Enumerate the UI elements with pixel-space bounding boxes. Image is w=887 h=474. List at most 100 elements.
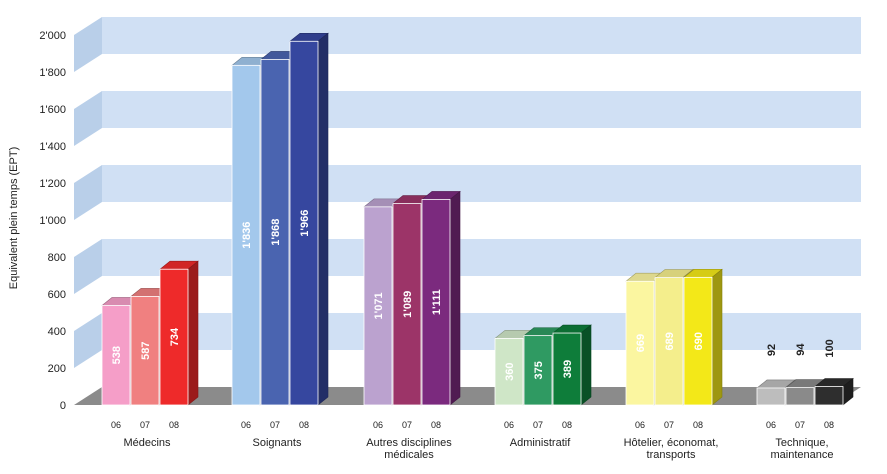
y-tick-label: 1'000 bbox=[39, 215, 66, 227]
bar-value-label: 375 bbox=[533, 361, 545, 379]
x-year-label: 06 bbox=[111, 420, 121, 430]
bar-groups: 538 587 734 1'836 1'868 1'966 1'071 1'089 1'111 3… bbox=[101, 32, 854, 406]
bar-value-label: 689 bbox=[664, 332, 676, 350]
x-year-label: 06 bbox=[766, 420, 776, 430]
grid-band bbox=[102, 165, 861, 202]
y-tick-label: 200 bbox=[48, 363, 66, 375]
bar: 1'966 bbox=[289, 32, 329, 406]
bar-value-label: 1'089 bbox=[402, 291, 414, 318]
x-group-label: Technique, bbox=[775, 437, 828, 449]
bar-value-label: 92 bbox=[766, 344, 778, 356]
bar-group: 1'836 1'868 1'966 bbox=[231, 32, 329, 406]
x-group-label: Administratif bbox=[510, 437, 571, 449]
x-year-label: 08 bbox=[169, 420, 179, 430]
x-year-label: 07 bbox=[270, 420, 280, 430]
x-group-label: Soignants bbox=[253, 437, 302, 449]
bar-value-label: 1'966 bbox=[299, 210, 311, 237]
x-year-label: 06 bbox=[373, 420, 383, 430]
x-year-label: 07 bbox=[140, 420, 150, 430]
y-tick-label: 600 bbox=[48, 289, 66, 301]
bar-value-label: 94 bbox=[795, 343, 807, 356]
grid-band bbox=[102, 313, 861, 350]
x-group-label: Hôtelier, économat, bbox=[624, 437, 719, 449]
bar-value-label: 1'836 bbox=[241, 222, 253, 249]
bar-group: 360 375 389 bbox=[494, 324, 592, 406]
y-tick-label: 400 bbox=[48, 326, 66, 338]
grid-band-side bbox=[74, 165, 102, 220]
bar-group: 538 587 734 bbox=[101, 260, 199, 406]
bar-front bbox=[101, 305, 131, 406]
bar-front bbox=[625, 280, 655, 406]
bar-front bbox=[260, 59, 290, 406]
x-group-label: Autres disciplines bbox=[366, 437, 452, 449]
x-year-label: 07 bbox=[664, 420, 674, 430]
bar-front bbox=[231, 64, 261, 406]
grid-band-side bbox=[74, 313, 102, 368]
x-group-label: Médecins bbox=[123, 437, 171, 449]
bar-value-label: 100 bbox=[824, 339, 836, 357]
bar-front bbox=[756, 387, 786, 406]
x-year-label: 08 bbox=[562, 420, 572, 430]
bar-front bbox=[289, 40, 319, 406]
grid-band bbox=[102, 17, 861, 54]
x-year-label: 08 bbox=[693, 420, 703, 430]
bar-value-label: 1'071 bbox=[373, 292, 385, 319]
bar-front bbox=[130, 296, 160, 406]
x-year-label: 08 bbox=[431, 420, 441, 430]
y-tick-label: 0 bbox=[60, 400, 66, 412]
x-year-label: 07 bbox=[533, 420, 543, 430]
grid-band bbox=[102, 91, 861, 128]
x-group-label: maintenance bbox=[771, 449, 834, 461]
bar-side bbox=[449, 190, 461, 406]
bar-front bbox=[552, 332, 582, 406]
y-tick-label: 1'800 bbox=[39, 67, 66, 79]
bar-group: 669 689 690 bbox=[625, 268, 723, 406]
bar: 389 bbox=[552, 324, 592, 406]
bar-side bbox=[711, 268, 723, 406]
x-year-label: 07 bbox=[795, 420, 805, 430]
bar-front bbox=[494, 337, 524, 406]
x-group-label: médicales bbox=[384, 449, 434, 461]
bar-side bbox=[317, 32, 329, 406]
bar: 690 bbox=[683, 268, 723, 406]
bar: 734 bbox=[159, 260, 199, 406]
y-tick-label: 1'600 bbox=[39, 104, 66, 116]
bar-group: 1'071 1'089 1'111 bbox=[363, 190, 461, 406]
y-tick-label: 2'000 bbox=[39, 30, 66, 42]
bar-value-label: 1'868 bbox=[270, 219, 282, 246]
bar-front bbox=[523, 335, 553, 406]
bar-front bbox=[392, 203, 422, 406]
grid-band-side bbox=[74, 17, 102, 72]
bar-front bbox=[814, 386, 844, 406]
bar: 1'111 bbox=[421, 190, 461, 406]
bar-value-label: 389 bbox=[562, 360, 574, 378]
bar-group: 92 94 100 bbox=[756, 339, 854, 406]
bar-side bbox=[580, 324, 592, 406]
x-year-label: 06 bbox=[241, 420, 251, 430]
bar-value-label: 538 bbox=[111, 346, 123, 364]
bar-side bbox=[187, 260, 199, 406]
x-year-label: 08 bbox=[824, 420, 834, 430]
y-tick-label: 1'400 bbox=[39, 141, 66, 153]
grid-band bbox=[102, 239, 861, 276]
x-year-label: 07 bbox=[402, 420, 412, 430]
y-tick-label: 800 bbox=[48, 252, 66, 264]
bar-value-label: 587 bbox=[140, 342, 152, 360]
grid-band-side bbox=[74, 239, 102, 294]
x-year-label: 08 bbox=[299, 420, 309, 430]
y-axis-label: Equivalent plein temps (EPT) bbox=[8, 147, 20, 289]
bar-front bbox=[421, 199, 451, 406]
y-tick-label: 1'200 bbox=[39, 178, 66, 190]
x-group-label: transports bbox=[647, 449, 696, 461]
bar-value-label: 360 bbox=[504, 363, 516, 381]
bar-front bbox=[363, 206, 393, 406]
grid-band-side bbox=[74, 91, 102, 146]
bar-value-label: 734 bbox=[169, 327, 181, 346]
bar-front bbox=[785, 387, 815, 406]
bar-value-label: 690 bbox=[693, 332, 705, 350]
bar-value-label: 669 bbox=[635, 334, 647, 352]
bar: 100 bbox=[814, 339, 854, 406]
bar-front bbox=[654, 277, 684, 406]
